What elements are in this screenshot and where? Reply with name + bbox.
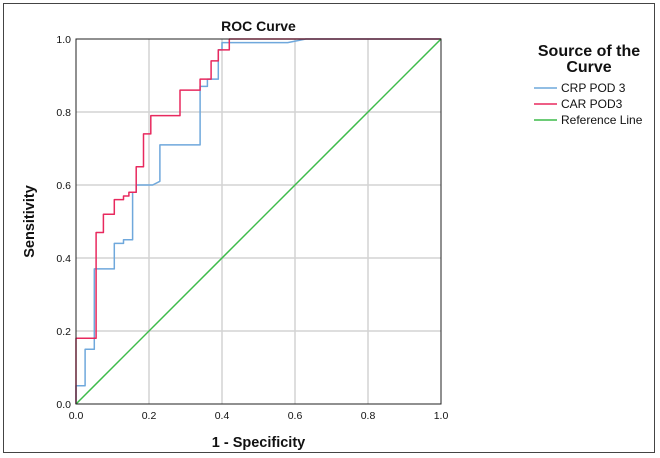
legend: Source of the Curve CRP POD 3 CAR POD3 Ref… (534, 43, 643, 127)
y-axis-title: Sensitivity (22, 185, 38, 258)
y-tick-label: 0.0 (56, 399, 71, 411)
tick-labels: 0.0 0.2 0.4 0.6 0.8 1.0 0.0 0.2 0.4 0.6 0.8 1.0 (56, 34, 448, 422)
x-axis-title: 1 - Specificity (212, 435, 305, 451)
x-tick-label: 0.4 (215, 410, 230, 422)
y-tick-label: 1.0 (56, 34, 71, 46)
y-tick-label: 0.6 (56, 180, 71, 192)
x-tick-label: 0.2 (142, 410, 157, 422)
legend-title-line-2: Curve (566, 59, 611, 76)
chart-title: ROC Curve (221, 18, 296, 34)
chart-frame: 0.0 0.2 0.4 0.6 0.8 1.0 0.0 0.2 0.4 0.6 0.8 1.0 ROC… (3, 3, 655, 453)
x-tick-label: 1.0 (434, 410, 449, 422)
y-tick-label: 0.8 (56, 107, 71, 119)
plot-border (75, 38, 442, 405)
x-tick-label: 0.0 (69, 410, 84, 422)
series-line-reference-line (75, 38, 442, 405)
series-layer (75, 38, 442, 405)
x-tick-label: 0.8 (361, 410, 376, 422)
legend-label-reference-line: Reference Line (561, 113, 643, 127)
y-tick-label: 0.2 (56, 326, 71, 338)
roc-chart: 0.0 0.2 0.4 0.6 0.8 1.0 0.0 0.2 0.4 0.6 0.8 1.0 ROC… (22, 18, 643, 451)
x-tick-label: 0.6 (288, 410, 303, 422)
legend-title-line-1: Source of the (538, 43, 640, 60)
legend-label-car-pod3: CAR POD3 (561, 97, 623, 111)
y-tick-label: 0.4 (56, 253, 71, 265)
series-line-car-pod3 (75, 38, 441, 404)
legend-label-crp-pod-3: CRP POD 3 (561, 81, 626, 95)
